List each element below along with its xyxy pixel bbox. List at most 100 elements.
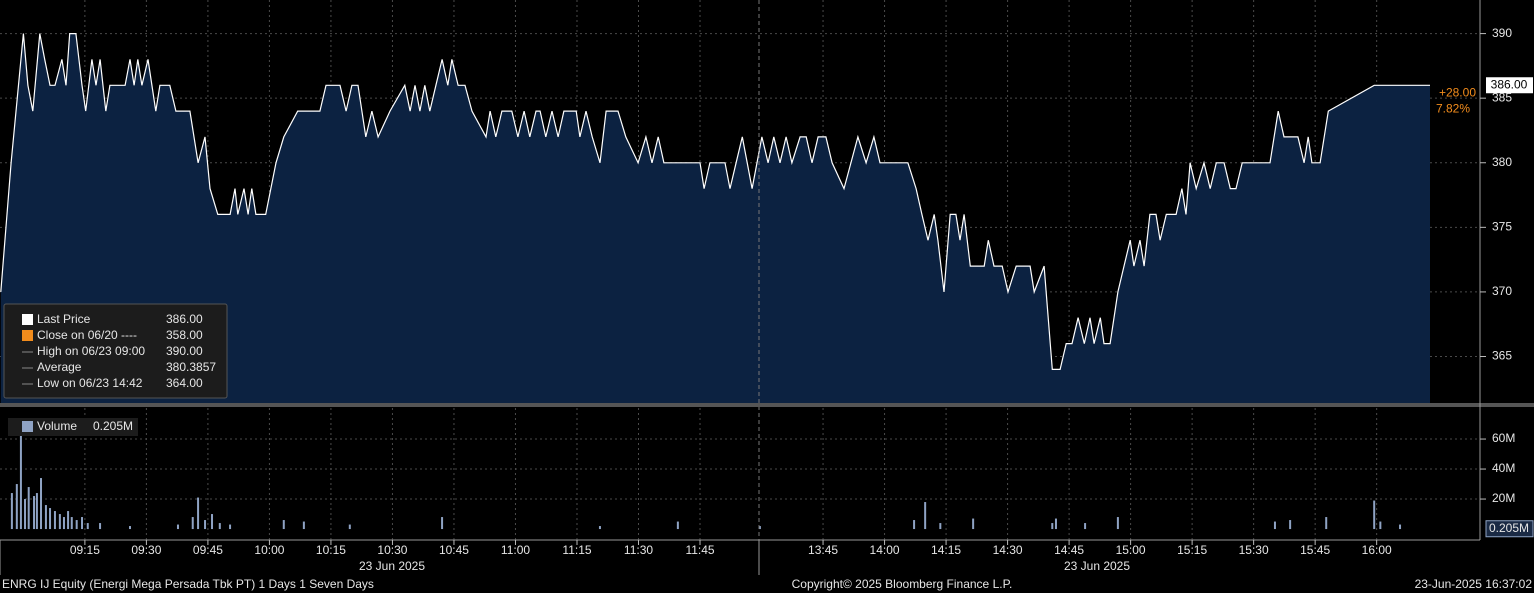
x-tick-label: 09:45 xyxy=(193,543,223,557)
x-tick-label: 10:15 xyxy=(316,543,346,557)
change-pct: 7.82% xyxy=(1436,101,1470,115)
legend-value: 386.00 xyxy=(166,312,203,326)
legend-name: Last Price xyxy=(37,312,91,326)
legend-name: High on 06/23 09:00 xyxy=(37,344,145,358)
volume-bar xyxy=(1399,524,1402,530)
volume-bar xyxy=(19,418,22,530)
volume-bar xyxy=(204,520,207,530)
volume-bar xyxy=(75,520,78,530)
x-tick-label: 13:45 xyxy=(808,543,838,557)
legend-value: 0.205M xyxy=(93,419,133,433)
volume-bar xyxy=(598,526,601,530)
volume-bar xyxy=(197,497,200,530)
price-legend: Last Price 386.00 Close on 06/20 ---- 358.0… xyxy=(3,303,228,399)
volume-bar xyxy=(229,524,232,530)
volume-bar xyxy=(218,523,221,530)
volume-legend: Volume 0.205M xyxy=(8,418,138,436)
volume-bar xyxy=(1379,521,1382,530)
volume-bar xyxy=(211,514,214,530)
volume-bar xyxy=(441,517,444,530)
volume-bar xyxy=(1325,517,1328,530)
x-date-label: 23 Jun 2025 xyxy=(359,559,425,573)
y-tick-label: 375 xyxy=(1492,220,1512,234)
volume-bar xyxy=(191,517,194,530)
x-tick-label: 14:45 xyxy=(1054,543,1084,557)
volume-bar xyxy=(62,517,65,530)
legend-name: Close on 06/20 ---- xyxy=(37,328,137,342)
x-tick-label: 11:45 xyxy=(685,543,714,557)
volume-bar xyxy=(35,493,38,530)
x-tick-label: 15:15 xyxy=(1177,543,1207,557)
volume-bar xyxy=(15,484,18,530)
volume-bar xyxy=(24,499,27,530)
legend-swatch xyxy=(22,314,33,325)
volume-bar xyxy=(53,511,56,530)
price-line xyxy=(0,33,1430,370)
x-tick-label: 09:15 xyxy=(70,543,100,557)
x-tick-label: 15:30 xyxy=(1239,543,1269,557)
y-tick-label: 40M xyxy=(1492,461,1515,475)
x-tick-label: 15:45 xyxy=(1300,543,1330,557)
y-tick-label: 60M xyxy=(1492,431,1515,445)
y-tick-label: 380 xyxy=(1492,155,1512,169)
volume-bar xyxy=(99,523,102,530)
volume-panel xyxy=(0,408,1480,540)
legend-name: Volume xyxy=(37,419,77,433)
legend-value: 380.3857 xyxy=(166,360,216,374)
legends: Last Price 386.00 Close on 06/20 ---- 358.0… xyxy=(3,303,228,436)
volume-bar xyxy=(49,508,52,530)
volume-bar xyxy=(913,520,916,530)
volume-bar xyxy=(282,520,285,530)
x-tick-label: 14:30 xyxy=(993,543,1023,557)
volume-bar xyxy=(81,517,84,530)
volume-bar xyxy=(67,511,70,530)
legend-swatch xyxy=(22,421,33,432)
footer-right: 23-Jun-2025 16:37:02 xyxy=(1415,577,1533,591)
volume-bar xyxy=(924,502,927,530)
x-tick-label: 16:00 xyxy=(1362,543,1392,557)
x-tick-label: 14:15 xyxy=(931,543,961,557)
volume-bar xyxy=(1116,517,1119,530)
volume-bar xyxy=(27,487,30,530)
legend-name: Low on 06/23 14:42 xyxy=(37,376,143,390)
volume-bar xyxy=(86,523,89,530)
x-tick-label: 10:45 xyxy=(439,543,469,557)
volume-bar xyxy=(44,505,47,530)
legend-value: 390.00 xyxy=(166,344,203,358)
volume-bar xyxy=(33,496,36,530)
volume-bar xyxy=(58,514,61,530)
volume-bar xyxy=(939,523,942,530)
volume-bar xyxy=(10,493,13,530)
change: +28.00 xyxy=(1439,85,1476,99)
volume-bar xyxy=(70,517,73,530)
volume-bar xyxy=(1273,521,1276,530)
volume-bar xyxy=(176,524,179,530)
x-tick-label: 11:00 xyxy=(501,543,530,557)
legend-box xyxy=(8,418,138,436)
x-date-label: 23 Jun 2025 xyxy=(1064,559,1130,573)
volume-bar xyxy=(1051,523,1054,530)
volume-bar xyxy=(1084,523,1087,530)
volume-bar xyxy=(302,521,305,530)
legend-value: 358.00 xyxy=(166,328,203,342)
price-area xyxy=(0,33,1430,403)
x-tick-label: 09:30 xyxy=(131,543,161,557)
last-price-tag xyxy=(1486,77,1533,94)
last-price-label: 386.00 xyxy=(1491,77,1528,91)
x-tick-label: 10:00 xyxy=(254,543,284,557)
volume-bar xyxy=(1373,500,1376,530)
legend-name: Average xyxy=(37,360,82,374)
y-tick-label: 365 xyxy=(1492,349,1512,363)
y-tick-label: 20M xyxy=(1492,491,1515,505)
last-volume-tag xyxy=(1485,520,1534,538)
y-tick-label: 370 xyxy=(1492,284,1512,298)
volume-bar xyxy=(348,524,351,530)
legend-swatch xyxy=(22,330,33,341)
footer-center: Copyright© 2025 Bloomberg Finance L.P. xyxy=(792,577,1013,591)
volume-bar xyxy=(758,526,761,530)
volume-bar xyxy=(972,518,975,530)
volume-bar xyxy=(40,478,43,530)
last-volume-label: 0.205M xyxy=(1489,521,1529,535)
legend-box xyxy=(3,303,228,399)
